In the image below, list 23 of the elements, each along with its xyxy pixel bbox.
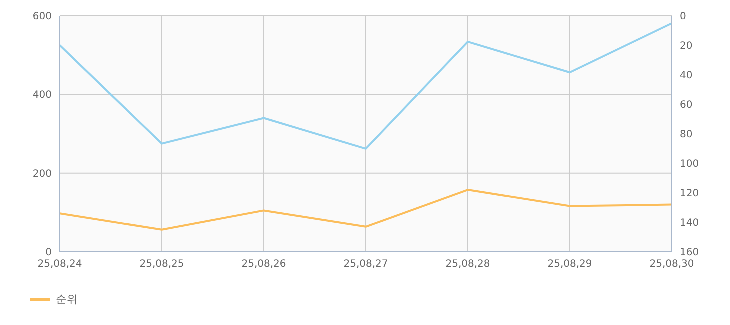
y2-tick-label: 80 <box>680 130 693 141</box>
x-tick-label: 25,08,28 <box>446 259 490 270</box>
y2-tick-label: 60 <box>680 100 693 112</box>
x-tick-label: 25,08,25 <box>140 259 184 270</box>
y-tick-label: 600 <box>32 12 52 23</box>
line-series <box>59 189 673 231</box>
y2-tick-label: 0 <box>680 12 686 23</box>
y2-tick-label: 120 <box>680 188 700 200</box>
y2-tick-label: 140 <box>680 218 700 230</box>
y2-tick-label: 40 <box>680 70 693 82</box>
x-tick-label: 25,08,29 <box>548 259 592 270</box>
x-tick-label: 25,08,27 <box>344 259 388 270</box>
x-tick-label: 25,08,24 <box>38 259 82 270</box>
y2-tick-label: 100 <box>680 159 700 170</box>
y-tick-label: 400 <box>32 90 52 102</box>
legend-label: 순위 <box>56 292 78 307</box>
y2-tick-label: 160 <box>680 248 700 259</box>
x-tick-label: 25,08,30 <box>650 259 694 270</box>
line-series <box>59 22 673 150</box>
y-tick-label: 200 <box>32 168 52 180</box>
y-tick-label: 0 <box>46 248 52 259</box>
y2-tick-label: 20 <box>680 41 693 52</box>
x-tick-label: 25,08,26 <box>242 259 286 270</box>
